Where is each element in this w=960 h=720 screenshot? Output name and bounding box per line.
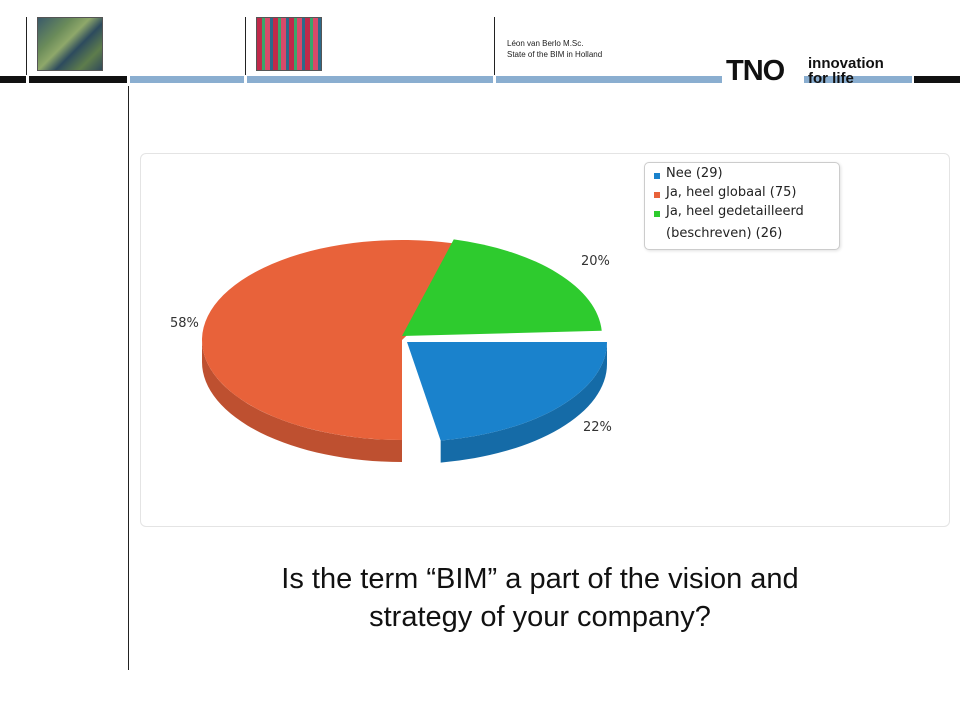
legend-label-nee: Nee (29) — [666, 166, 723, 181]
header-bar-segment-3 — [130, 76, 244, 83]
caption-line-2: strategy of your company? — [369, 601, 711, 633]
industrial-thumbnail-image — [256, 17, 322, 71]
header-bar-segment-4 — [247, 76, 493, 83]
header-bar-segment-6 — [804, 76, 912, 83]
header-bar-segment-2 — [29, 76, 127, 83]
header-divider-2 — [245, 17, 246, 75]
header-bar-segment-7 — [914, 76, 960, 83]
header-bar-segment-1 — [0, 76, 26, 83]
logo-tagline-line2: for life — [808, 70, 854, 87]
header-bar-segment-5 — [496, 76, 722, 83]
logo-tagline: innovation for life — [808, 56, 884, 86]
tno-logo: TNO — [726, 55, 785, 87]
content-left-rule — [128, 86, 129, 670]
author-info: Léon van Berlo M.Sc. State of the BIM in… — [507, 38, 602, 60]
chart-legend: Nee (29) Ja, heel globaal (75) Ja, heel … — [644, 162, 840, 250]
legend-label-globaal: Ja, heel globaal (75) — [666, 185, 797, 200]
author-name: Léon van Berlo M.Sc. — [507, 39, 584, 48]
slide-caption: Is the term “BIM” a part of the vision a… — [200, 560, 880, 636]
legend-swatch-gedetailleerd — [654, 211, 660, 217]
header-divider-3 — [494, 17, 495, 75]
legend-label-gedetailleerd-cont: (beschreven) (26) — [666, 226, 783, 241]
caption-line-1: Is the term “BIM” a part of the vision a… — [281, 563, 799, 595]
logo-tagline-line1: innovation — [808, 55, 884, 72]
legend-swatch-globaal — [654, 192, 660, 198]
presentation-title: State of the BIM in Holland — [507, 50, 603, 59]
header-divider-1 — [26, 17, 27, 75]
legend-swatch-nee — [654, 173, 660, 179]
map-thumbnail-image — [37, 17, 103, 71]
legend-label-gedetailleerd: Ja, heel gedetailleerd — [666, 204, 804, 219]
